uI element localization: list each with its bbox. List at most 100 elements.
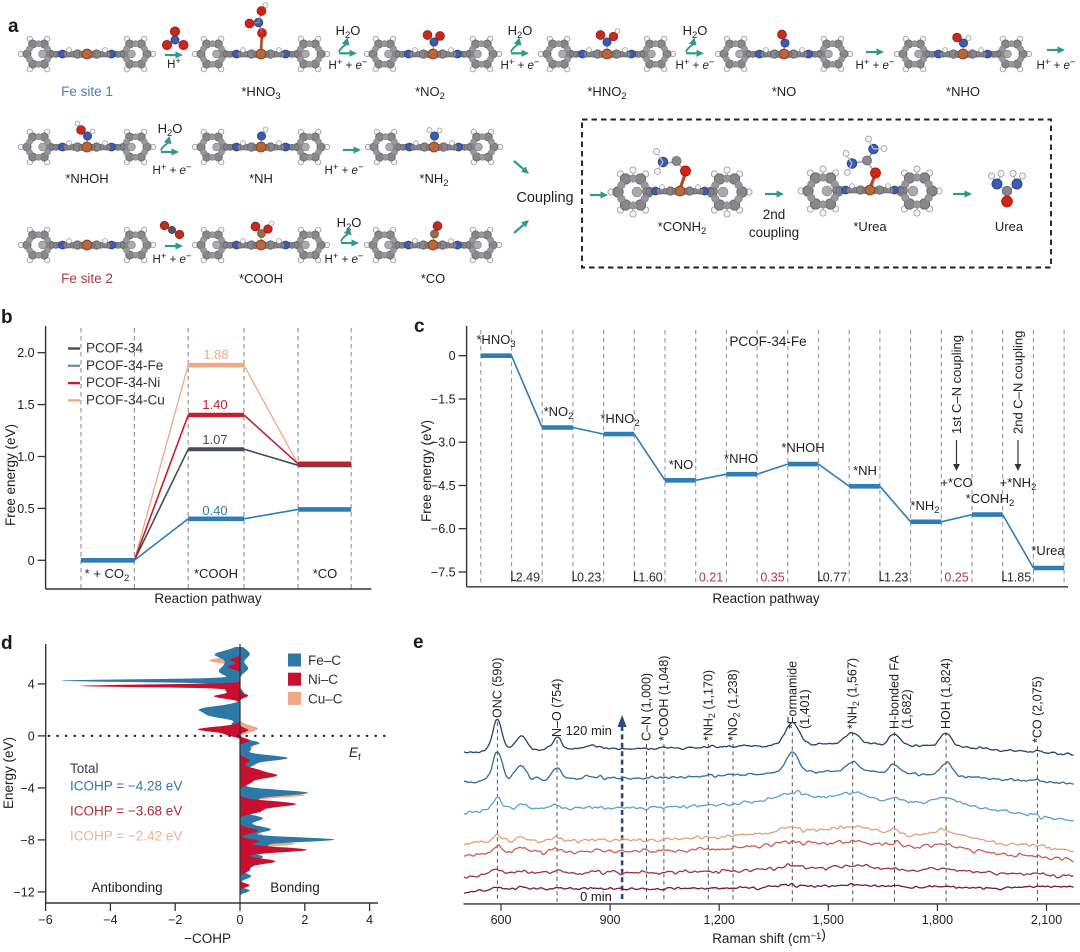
svg-text:*NH2: *NH2 <box>419 171 448 189</box>
svg-text:Free energy (eV): Free energy (eV) <box>3 424 18 526</box>
svg-text:ICOHP = −3.68 eV: ICOHP = −3.68 eV <box>70 804 182 819</box>
svg-text:−7.5: −7.5 <box>431 566 456 580</box>
svg-text:PCOF-34-Fe: PCOF-34-Fe <box>729 334 806 349</box>
svg-text:Reaction pathway: Reaction pathway <box>154 591 262 606</box>
svg-text:b: b <box>1 307 13 328</box>
svg-text:Coupling: Coupling <box>516 190 573 206</box>
svg-text:*CONH2: *CONH2 <box>966 491 1015 509</box>
svg-text:*HNO2: *HNO2 <box>587 84 626 102</box>
svg-text:Antibonding: Antibonding <box>91 880 162 895</box>
svg-text:1,500: 1,500 <box>813 913 844 927</box>
svg-text:0.40: 0.40 <box>202 503 227 518</box>
svg-text:1.60: 1.60 <box>638 571 662 585</box>
svg-text:H+ + e−: H+ + e− <box>856 57 895 72</box>
svg-text:−6: −6 <box>38 913 52 927</box>
svg-text:1.0: 1.0 <box>17 450 34 464</box>
svg-text:4: 4 <box>366 913 373 927</box>
svg-text:0: 0 <box>28 554 35 568</box>
svg-text:−2: −2 <box>168 913 182 927</box>
svg-text:*HNO3: *HNO3 <box>241 84 280 102</box>
svg-text:2: 2 <box>301 913 308 927</box>
svg-text:−8: −8 <box>20 833 34 847</box>
svg-text:Urea: Urea <box>995 219 1024 234</box>
svg-text:H-bonded FA: H-bonded FA <box>888 655 902 729</box>
svg-text:120 min: 120 min <box>566 723 612 738</box>
svg-text:*COOH: *COOH <box>239 271 283 286</box>
svg-text:*NO2: *NO2 <box>415 84 445 102</box>
svg-text:*Formamide: *Formamide <box>785 661 799 729</box>
svg-text:0.77: 0.77 <box>823 571 847 585</box>
svg-text:−4.5: −4.5 <box>431 479 456 493</box>
svg-text:H2O: H2O <box>158 121 183 139</box>
svg-text:2nd: 2nd <box>763 207 786 222</box>
svg-text:*Urea: *Urea <box>853 219 887 234</box>
svg-text:*NO: *NO <box>669 457 694 472</box>
svg-text:PCOF-34: PCOF-34 <box>86 341 144 356</box>
svg-text:900: 900 <box>600 913 621 927</box>
svg-text:*NH2 (1,567): *NH2 (1,567) <box>846 658 862 729</box>
svg-text:H+ + e−: H+ + e− <box>153 162 192 177</box>
svg-text:−6.0: −6.0 <box>431 522 456 536</box>
svg-text:Fe site 1: Fe site 1 <box>61 84 113 99</box>
svg-text:2.0: 2.0 <box>17 346 34 360</box>
svg-text:1,200: 1,200 <box>704 913 735 927</box>
svg-text:*CO: *CO <box>313 566 338 581</box>
svg-text:Energy (eV): Energy (eV) <box>1 737 16 809</box>
svg-text:Fe–C: Fe–C <box>308 653 341 668</box>
svg-text:−3.0: −3.0 <box>431 436 456 450</box>
svg-text:*CONH2: *CONH2 <box>658 219 707 237</box>
svg-text:2nd C–N coupling: 2nd C–N coupling <box>1011 331 1026 434</box>
svg-text:1,800: 1,800 <box>922 913 953 927</box>
svg-text:H+ + e−: H+ + e− <box>325 251 364 266</box>
svg-text:Free energy (eV): Free energy (eV) <box>419 420 434 522</box>
svg-text:(1,401): (1,401) <box>798 689 812 729</box>
svg-text:coupling: coupling <box>749 225 799 240</box>
svg-text:Raman shift (cm−1): Raman shift (cm−1) <box>712 927 826 946</box>
svg-text:*NHO: *NHO <box>724 451 758 466</box>
svg-text:1.23: 1.23 <box>884 571 908 585</box>
svg-text:e: e <box>413 632 424 653</box>
svg-text:0.25: 0.25 <box>944 571 968 585</box>
svg-text:600: 600 <box>491 913 512 927</box>
svg-text:0.35: 0.35 <box>760 571 784 585</box>
svg-text:* + CO2: * + CO2 <box>85 566 130 584</box>
svg-text:*NHO: *NHO <box>946 84 980 99</box>
svg-text:1.40: 1.40 <box>202 397 227 412</box>
svg-text:2.49: 2.49 <box>516 571 540 585</box>
svg-text:a: a <box>8 16 19 37</box>
svg-text:*NHOH: *NHOH <box>781 440 824 455</box>
svg-text:Ni–C: Ni–C <box>308 672 338 687</box>
svg-text:H2O: H2O <box>683 23 708 41</box>
svg-text:H+ + e−: H+ + e− <box>501 57 540 72</box>
svg-text:ONC (590): ONC (590) <box>490 658 504 718</box>
svg-text:*Urea: *Urea <box>1031 543 1065 558</box>
svg-text:2,100: 2,100 <box>1031 913 1062 927</box>
svg-text:+*NH2: +*NH2 <box>1000 475 1037 493</box>
svg-text:PCOF-34-Cu: PCOF-34-Cu <box>86 392 165 407</box>
svg-text:*NH2 (1,170): *NH2 (1,170) <box>701 670 717 741</box>
svg-text:c: c <box>414 316 425 337</box>
svg-text:1.85: 1.85 <box>1007 571 1031 585</box>
svg-text:Fe site 2: Fe site 2 <box>61 271 113 286</box>
svg-text:0: 0 <box>449 349 456 363</box>
svg-text:*NH: *NH <box>249 171 273 186</box>
svg-text:H2O: H2O <box>508 23 533 41</box>
svg-text:*COOH: *COOH <box>194 566 238 581</box>
svg-text:d: d <box>1 633 13 654</box>
svg-text:1.5: 1.5 <box>17 398 34 412</box>
svg-text:*NHOH: *NHOH <box>65 171 108 186</box>
svg-text:−COHP: −COHP <box>184 931 231 946</box>
svg-text:PCOF-34-Fe: PCOF-34-Fe <box>86 358 163 373</box>
svg-text:H2O: H2O <box>336 23 361 41</box>
svg-text:4: 4 <box>28 677 35 691</box>
svg-text:*NO2 (1,238): *NO2 (1,238) <box>726 669 742 741</box>
svg-text:*HNO2: *HNO2 <box>600 411 639 429</box>
svg-text:0.21: 0.21 <box>699 571 723 585</box>
svg-text:C–N (1,000): C–N (1,000) <box>640 673 654 741</box>
svg-text:N–O (754): N–O (754) <box>550 679 564 737</box>
svg-text:H+ + e−: H+ + e− <box>153 251 192 266</box>
svg-text:*NH: *NH <box>853 463 877 478</box>
svg-text:*COOH (1,048): *COOH (1,048) <box>657 656 671 741</box>
svg-text:0: 0 <box>28 729 35 743</box>
svg-text:Cu–C: Cu–C <box>308 691 343 706</box>
